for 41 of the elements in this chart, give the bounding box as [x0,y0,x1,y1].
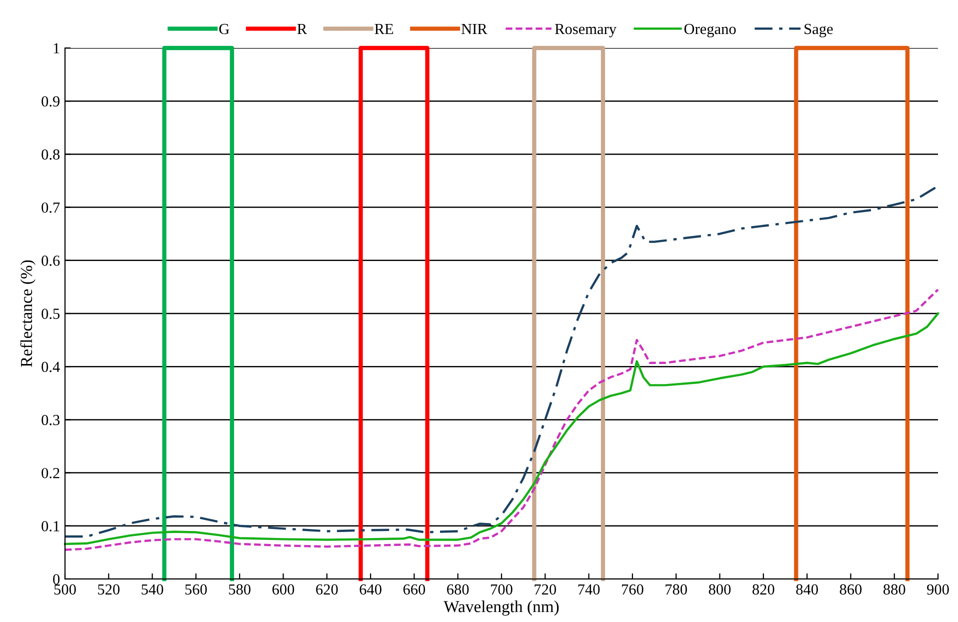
x-tick-label: 620 [316,584,338,595]
x-tick-label: 580 [229,584,250,595]
y-tick-label: 0.1 [42,521,60,532]
x-tick-label: 880 [883,584,906,595]
legend-label: G [219,24,230,34]
legend-label: RE [374,24,394,34]
x-tick-label: 820 [752,584,774,595]
x-tick-label: 520 [98,584,120,595]
x-tick-label: 840 [796,584,818,595]
y-tick-label: 0.7 [42,202,60,213]
y-tick-label: 0.9 [42,96,60,107]
y-tick-label: 1 [54,43,60,54]
y-axis-title: Reflectance (%) [20,260,36,367]
y-tick-label: 0.4 [42,362,60,372]
legend-label: Sage [804,24,833,38]
x-tick-label: 800 [708,584,731,595]
x-tick-label: 720 [534,584,556,595]
y-tick-label: 0.8 [42,149,60,160]
y-tick-label: 0.3 [42,414,60,426]
x-tick-label: 860 [840,584,862,595]
x-tick-label: 760 [622,584,644,595]
x-tick-label: 680 [447,584,469,595]
legend-label: R [297,24,308,34]
legend-label: Oregano [684,24,736,38]
y-tick-label: 0.2 [42,468,60,478]
x-tick-label: 700 [491,584,512,595]
y-tick-label: 0.6 [42,256,60,266]
x-tick-label: 780 [666,584,687,595]
x-axis-title: Wavelength (nm) [444,600,559,616]
y-tick-label: 0 [53,574,60,584]
legend-label: NIR [461,24,488,34]
x-tick-label: 900 [927,584,949,595]
x-tick-label: 640 [360,584,382,595]
legend-label: Rosemary [555,24,616,38]
y-tick-label: 0.5 [42,308,60,320]
x-tick-label: 560 [185,584,207,595]
x-tick-label: 540 [142,584,164,595]
x-tick-label: 500 [54,584,76,595]
x-tick-label: 740 [578,584,600,595]
x-tick-label: 660 [403,584,426,595]
x-tick-label: 600 [272,584,294,595]
